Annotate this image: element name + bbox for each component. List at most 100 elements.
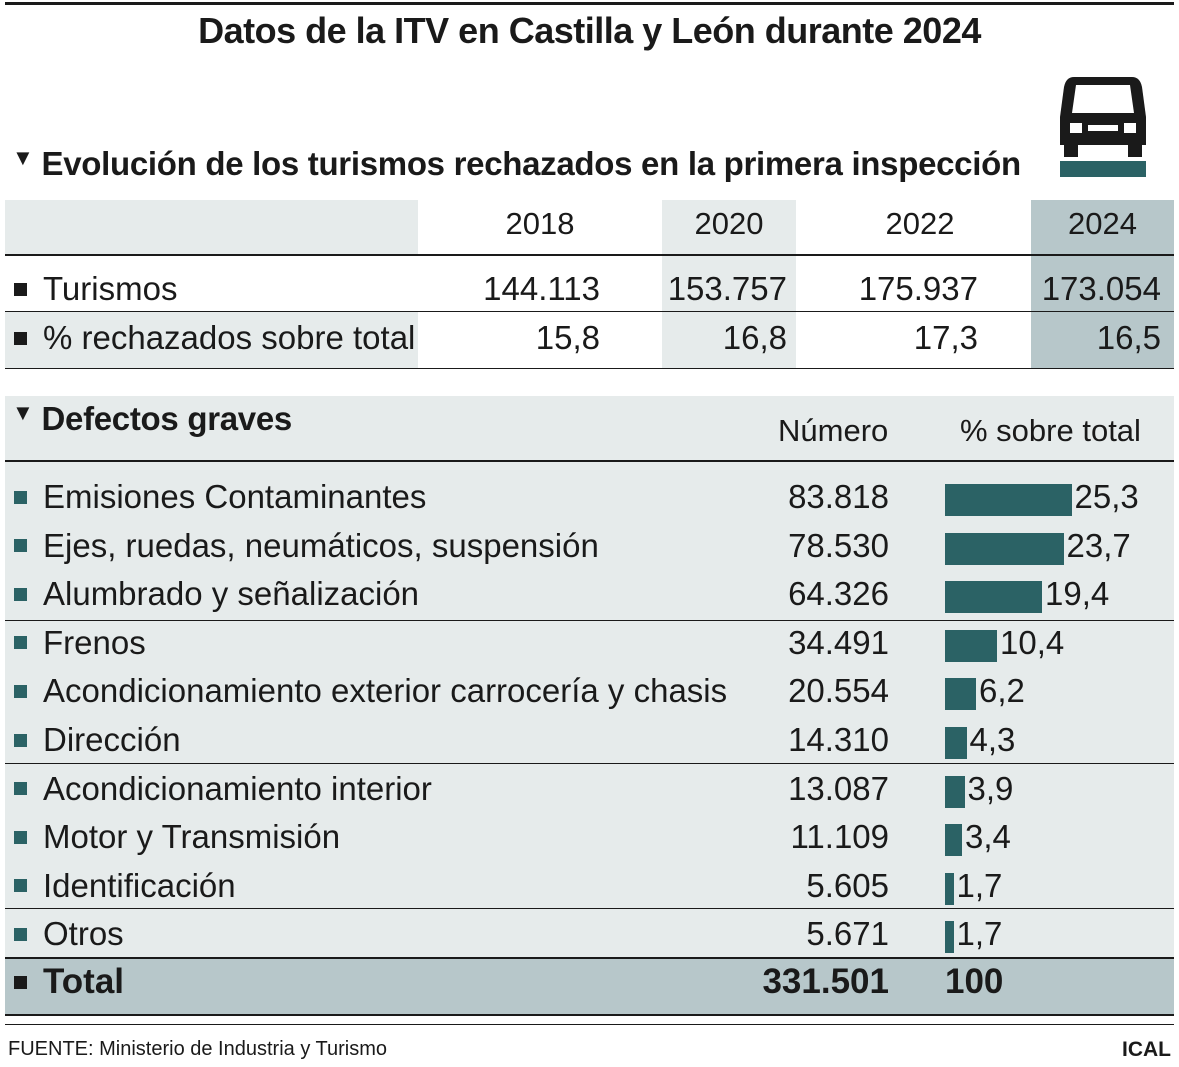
defect-bar — [945, 581, 1042, 614]
defect-label: Frenos — [14, 624, 146, 662]
defect-bar — [945, 678, 976, 711]
defect-number: 11.109 — [790, 818, 889, 856]
evolution-row-rule — [5, 311, 1174, 312]
year-2024: 2024 — [1068, 206, 1137, 241]
defect-bar — [945, 727, 967, 759]
group-rule — [5, 620, 1174, 621]
top-rule — [5, 2, 1174, 5]
source-note: FUENTE: Ministerio de Industria y Turism… — [8, 1038, 387, 1060]
defect-label: Acondicionamiento exterior carrocería y … — [14, 672, 727, 710]
defect-label: Ejes, ruedas, neumáticos, suspensión — [14, 527, 599, 565]
defect-bar — [945, 629, 997, 662]
defects-heading-text: Defectos graves — [41, 400, 292, 437]
bullet-icon — [14, 539, 27, 553]
group-rule — [5, 763, 1174, 764]
evolution-cell: 17,3 — [913, 319, 978, 356]
evolution-cell: 16,5 — [1096, 319, 1161, 356]
evolution-cell: 173.054 — [1041, 270, 1161, 307]
defect-bar — [945, 532, 1064, 565]
defect-row: Otros 5.671 1,7 — [0, 909, 1179, 957]
bullet-icon — [14, 490, 27, 504]
defect-number: 34.491 — [788, 623, 889, 661]
evolution-bottom-rule — [5, 368, 1174, 369]
bullet-icon — [14, 879, 27, 893]
defect-number: 64.326 — [788, 575, 889, 613]
column-header-pct: % sobre total — [960, 413, 1141, 448]
evolution-header-shade — [5, 200, 418, 254]
defect-number: 5.605 — [806, 866, 889, 904]
bullet-icon — [14, 782, 27, 796]
defect-pct-label: 10,4 — [1000, 623, 1065, 661]
column-header-number: Número — [778, 413, 889, 448]
car-icon — [1060, 77, 1146, 177]
defect-row: Dirección 14.310 4,3 — [0, 715, 1179, 763]
defects-heading: ▼ Defectos graves — [12, 400, 292, 438]
defect-row: Acondicionamiento exterior carrocería y … — [0, 666, 1179, 714]
total-label: Total — [14, 962, 124, 1002]
defect-row: Emisiones Contaminantes 83.818 25,3 — [0, 472, 1179, 520]
defect-bar — [945, 775, 965, 808]
defect-number: 78.530 — [788, 526, 889, 564]
evolution-cell: 175.937 — [858, 270, 978, 307]
defect-row: Acondicionamiento interior 13.087 3,9 — [0, 764, 1179, 812]
group-rule — [5, 908, 1174, 909]
bullet-icon — [14, 282, 27, 296]
total-pct: 100 — [945, 962, 1004, 1001]
page-title: Datos de la ITV en Castilla y León duran… — [198, 10, 981, 51]
column-2024-highlight — [1031, 200, 1174, 368]
defect-bar — [945, 872, 954, 905]
defect-row: Ejes, ruedas, neumáticos, suspensión 78.5… — [0, 521, 1179, 569]
defect-pct-label: 6,2 — [979, 672, 1025, 710]
defect-label: Alumbrado y señalización — [14, 575, 419, 613]
triangle-icon: ▼ — [12, 400, 34, 425]
footer-rule — [5, 1024, 1174, 1025]
column-2020-shade — [662, 200, 796, 368]
defect-label: Emisiones Contaminantes — [14, 478, 426, 516]
defect-row: Alumbrado y señalización 64.326 19,4 — [0, 569, 1179, 617]
total-rule — [5, 957, 1174, 959]
defect-label: Otros — [14, 915, 124, 953]
evolution-row-label: Turismos — [14, 270, 177, 308]
defect-pct-label: 4,3 — [969, 721, 1016, 758]
bullet-icon — [14, 975, 27, 989]
evolution-cell: 144.113 — [483, 270, 600, 307]
bullet-icon — [14, 587, 27, 601]
bullet-icon — [14, 636, 27, 650]
brand-label: ICAL — [1122, 1038, 1171, 1061]
year-2022: 2022 — [885, 206, 955, 241]
evolution-cell: 15,8 — [535, 319, 600, 356]
bullet-icon — [14, 331, 27, 345]
defect-number: 83.818 — [788, 478, 889, 515]
defect-row: Identificación 5.605 1,7 — [0, 861, 1179, 909]
evolution-heading-text: Evolución de los turismos rechazados en … — [41, 145, 1021, 182]
defect-bar — [945, 824, 962, 857]
evolution-heading: ▼ Evolución de los turismos rechazados e… — [12, 145, 1021, 183]
defect-row: Frenos 34.491 10,4 — [0, 618, 1179, 666]
defect-number: 5.671 — [806, 915, 889, 953]
year-2020: 2020 — [694, 206, 764, 241]
defect-pct-label: 1,7 — [956, 866, 1003, 904]
evolution-cell: 16,8 — [722, 319, 787, 356]
year-2018: 2018 — [505, 206, 575, 241]
total-row-shade — [5, 959, 1174, 1014]
bullet-icon — [14, 927, 27, 941]
defect-label: Identificación — [14, 867, 236, 905]
defects-header-rule — [5, 460, 1174, 462]
evolution-row-label: % rechazados sobre total — [14, 319, 415, 357]
defect-number: 20.554 — [788, 672, 889, 710]
defect-bar — [945, 484, 1072, 516]
defect-row: Motor y Transmisión 11.109 3,4 — [0, 812, 1179, 860]
bullet-icon — [14, 733, 27, 747]
defect-pct-label: 1,7 — [956, 915, 1003, 953]
row-label-shade — [5, 312, 418, 368]
defect-pct-label: 23,7 — [1066, 526, 1131, 564]
defect-number: 14.310 — [788, 721, 889, 758]
defect-pct-label: 25,3 — [1074, 478, 1139, 515]
evolution-cell: 153.757 — [667, 270, 787, 307]
defect-pct-label: 3,9 — [967, 769, 1014, 807]
defect-bar — [945, 921, 954, 954]
total-number: 331.501 — [762, 962, 889, 1001]
defect-label: Motor y Transmisión — [14, 818, 340, 856]
defect-label: Acondicionamiento interior — [14, 770, 432, 808]
bullet-icon — [14, 830, 27, 844]
